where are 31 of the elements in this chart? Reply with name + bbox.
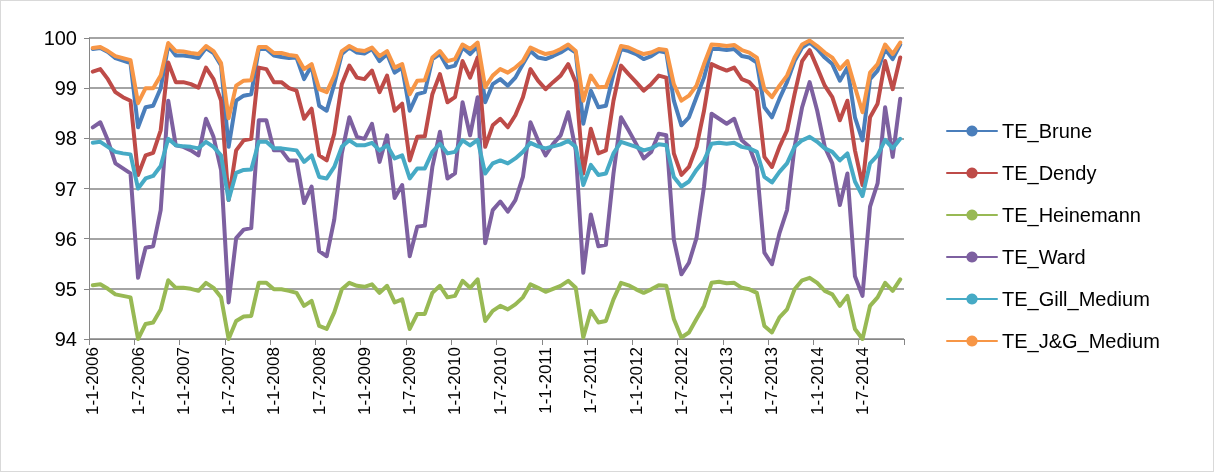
x-tick-label: 1-7-2013 xyxy=(762,347,782,416)
x-tick-label: 1-1-2008 xyxy=(264,347,284,416)
legend-label: TE_J&G_Medium xyxy=(1002,330,1160,353)
x-tick-label: 1-1-2014 xyxy=(807,347,827,416)
legend-label: TE_Ward xyxy=(1002,246,1086,269)
x-tick-label: 1-1-2010 xyxy=(445,347,465,416)
y-tick-label: 94 xyxy=(54,328,77,350)
x-tick-label: 1-7-2011 xyxy=(581,347,601,414)
x-tick-label: 1-7-2006 xyxy=(128,347,148,416)
legend-label: TE_Brune xyxy=(1002,120,1093,143)
x-tick-label: 1-1-2013 xyxy=(717,347,737,416)
legend-label: TE_Dendy xyxy=(1002,162,1097,185)
x-tick-label: 1-7-2014 xyxy=(853,347,872,416)
y-tick-label: 98 xyxy=(54,127,77,150)
legend-label: TE_Heinemann xyxy=(1002,204,1141,227)
x-tick-label: 1-7-2008 xyxy=(309,347,329,416)
x-tick-label: 1-1-2007 xyxy=(173,347,193,416)
x-tick-label: 1-7-2012 xyxy=(671,347,691,416)
x-tick-label: 1-7-2007 xyxy=(219,347,239,416)
x-tick-label: 1-1-2011 xyxy=(536,347,556,414)
x-tick-label: 1-1-2009 xyxy=(354,347,374,416)
y-tick-label: 97 xyxy=(54,177,77,200)
legend-label: TE_Gill_Medium xyxy=(1002,288,1150,311)
x-tick-label: 1-1-2012 xyxy=(626,347,646,416)
x-tick-label: 1-7-2009 xyxy=(400,347,420,416)
y-tick-label: 96 xyxy=(54,227,77,250)
x-tick-label: 1-1-2006 xyxy=(83,347,103,416)
y-tick-label: 95 xyxy=(54,277,77,300)
y-tick-label: 100 xyxy=(43,27,77,49)
y-tick-label: 99 xyxy=(54,77,77,100)
x-tick-label: 1-7-2010 xyxy=(490,347,510,416)
